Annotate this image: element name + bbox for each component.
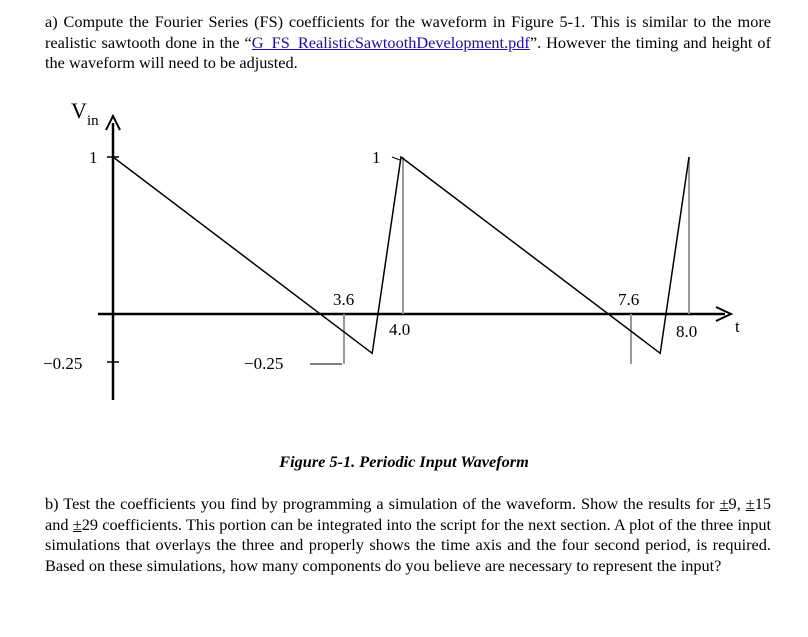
part-a-text-prefix: a) Compute the Fourier Series (FS) coeff… <box>45 12 771 52</box>
waveform-line <box>112 155 690 355</box>
pm-sign-3: ± <box>72 514 82 534</box>
figure-caption: Figure 5-1. Periodic Input Waveform <box>279 452 529 471</box>
y-axis-arrow-icon <box>105 113 121 131</box>
y-axis-label-sub: in <box>87 113 99 129</box>
part-b-n1: 9, <box>728 494 746 513</box>
label-t-7-6: 7.6 <box>618 290 639 309</box>
pm-sign-1: ± <box>719 494 729 513</box>
y-axis-label-main: V <box>71 98 87 123</box>
pdf-link[interactable]: G_FS_RealisticSawtoothDevelopment.pdf <box>251 32 530 52</box>
label-t-4-0: 4.0 <box>389 320 410 339</box>
part-a-text-suffix: ”. However the timing and height of the … <box>45 32 771 73</box>
label-y-one-peak: 1 <box>372 148 381 167</box>
part-b-text-1: b) Test the coefficients you find by pro… <box>45 494 720 513</box>
part-b-paragraph: b) Test the coefficients you find by pro… <box>45 494 771 576</box>
part-b-n2: 15 and <box>45 494 771 534</box>
label-t-8-0: 8.0 <box>676 322 697 341</box>
part-a-paragraph: a) Compute the Fourier Series (FS) coeff… <box>45 12 771 74</box>
waveform-figure: V in 1 1 −0.25 −0.25 3.6 4.0 7.6 8.0 t <box>43 98 740 400</box>
label-y-one-left: 1 <box>89 148 98 167</box>
x-axis-label: t <box>735 317 740 336</box>
label-y-neg-left: −0.25 <box>43 354 82 373</box>
label-t-3-6: 3.6 <box>333 290 354 309</box>
leader-one-peak <box>391 156 401 161</box>
pm-sign-2: ± <box>745 494 755 513</box>
label-y-neg-trough: −0.25 <box>244 354 283 373</box>
part-b-n3: 29 coefficients. This portion can be int… <box>45 514 771 575</box>
x-axis-arrow-icon <box>715 306 734 322</box>
